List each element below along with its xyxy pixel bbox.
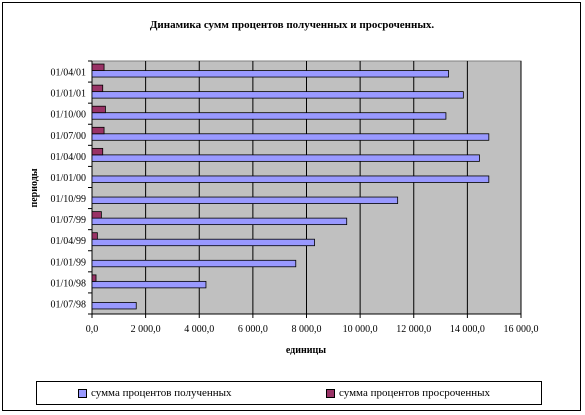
legend-label-received: сумма процентов полученных: [91, 387, 232, 399]
bar-received: [91, 175, 490, 183]
bar-overdue: [91, 274, 97, 282]
x-tick-label: 4 000,0: [184, 324, 214, 335]
y-tick-label: 01/01/99: [50, 257, 86, 268]
x-tick-label: 8 000,0: [292, 324, 322, 335]
bar-received: [91, 238, 315, 247]
y-tick-label: 01/04/01: [50, 68, 86, 79]
legend-swatch-overdue: [326, 388, 335, 398]
x-tick-label: 0,0: [86, 324, 99, 335]
y-tick-label: 01/01/01: [50, 89, 86, 100]
x-axis-label: единицы: [286, 345, 326, 356]
bar-received: [91, 91, 464, 99]
legend-item-received: сумма процентов полученных: [78, 387, 232, 399]
plot-area: 0,0 2 000,0 4 000,0 6 000,0 8 000,0 10 000,0 1…: [50, 60, 539, 335]
x-tick-label: 6 000,0: [238, 324, 268, 335]
x-tick-label: 12 000,0: [396, 324, 431, 335]
x-tick-label: 2 000,0: [131, 324, 161, 335]
x-tick-label: 14 000,0: [450, 324, 485, 335]
chart-title: Динамика сумм процентов полученных и про…: [150, 19, 435, 31]
y-tick-label: 01/07/99: [50, 215, 86, 226]
bar-overdue: [91, 63, 105, 71]
bar-overdue: [91, 232, 98, 240]
y-tick-label: 01/04/99: [50, 236, 86, 247]
bar-received: [91, 112, 447, 120]
bar-received: [91, 133, 490, 141]
x-tick-label: 10 000,0: [343, 324, 378, 335]
y-tick-label: 01/04/00: [50, 152, 86, 163]
bar-overdue: [91, 84, 104, 93]
bar-received: [91, 280, 207, 289]
y-tick-label: 01/10/99: [50, 194, 86, 205]
bar-received: [91, 196, 399, 204]
y-tick-label: 01/01/00: [50, 173, 86, 184]
bar-received: [91, 302, 137, 310]
y-tick-label: 01/07/00: [50, 131, 86, 142]
y-tick-label: 01/07/98: [50, 299, 86, 310]
legend-label-overdue: сумма процентов просроченных: [339, 387, 491, 399]
bar-overdue: [91, 126, 105, 135]
bar-overdue: [91, 105, 106, 114]
bar-overdue: [91, 147, 104, 156]
y-tick-label: 01/10/98: [50, 278, 86, 289]
legend-swatch-received: [78, 388, 87, 398]
bar-received: [91, 259, 297, 268]
x-tick-label: 16 000,0: [504, 324, 539, 335]
legend: сумма процентов полученных сумма процент…: [36, 381, 542, 405]
bar-received: [91, 154, 480, 162]
legend-item-overdue: сумма процентов просроченных: [326, 387, 490, 399]
bar-received: [91, 70, 450, 78]
y-axis-label: периоды: [29, 168, 40, 207]
bar-overdue: [91, 211, 102, 219]
y-tick-label: 01/10/00: [50, 110, 86, 121]
bar-received: [91, 217, 348, 226]
